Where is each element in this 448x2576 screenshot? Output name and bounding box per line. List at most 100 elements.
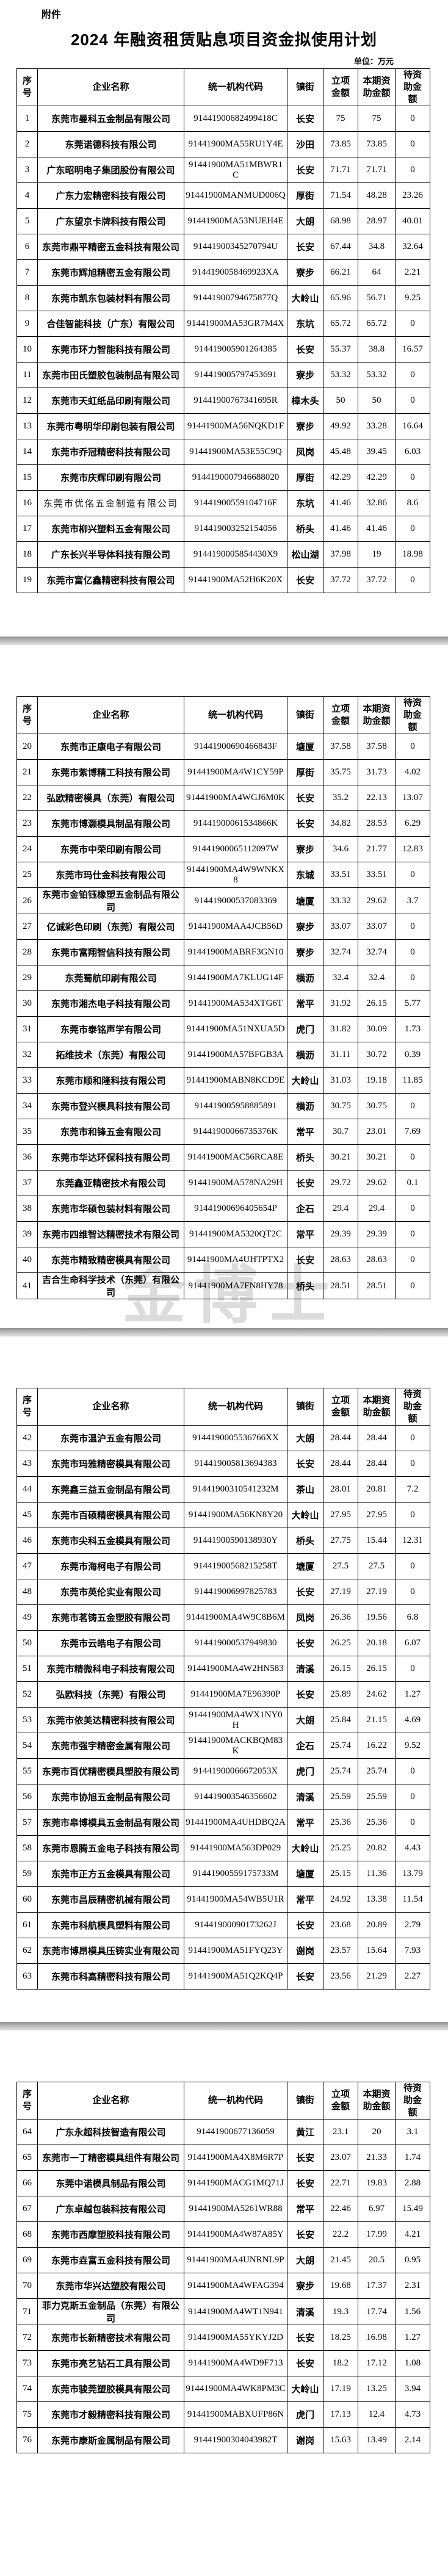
table-row: 41 吉合生命科学技术（东莞）有限公司 91441900MA7FN8HY78 桥头 28… <box>16 1272 430 1299</box>
table-row: 29 东莞蜀航印刷有限公司 91441900MA7KLUG14F 横沥 32.4 32.4… <box>16 965 430 991</box>
column-header: 待资助金额 <box>395 68 430 106</box>
cell-current-subsidy: 17.37 <box>358 2273 396 2299</box>
cell-current-subsidy: 30.09 <box>358 1016 396 1042</box>
unit-label: 单位：万元 <box>353 57 394 66</box>
cell-company-name: 东莞市依美达精密科技有限公司 <box>37 1707 184 1733</box>
cell-org-code: 91441900MA4WD9F713 <box>184 2350 287 2376</box>
cell-project-amount: 41.46 <box>323 490 358 516</box>
cell-pending-subsidy: 7.69 <box>395 1119 430 1145</box>
cell-pending-subsidy: 0 <box>395 1451 430 1477</box>
cell-index: 70 <box>16 2273 38 2299</box>
cell-org-code: 91441900MA7KLUG14F <box>184 965 287 991</box>
cell-project-amount: 18.2 <box>323 2350 358 2376</box>
cell-current-subsidy: 25.74 <box>358 1758 396 1784</box>
cell-org-code: 91441900MAC56RCA8E <box>184 1144 287 1171</box>
cell-index: 12 <box>16 388 38 414</box>
cell-org-code: 914419006997825783 <box>184 1579 287 1605</box>
table-row: 74 东莞市骏莞塑胶模具有限公司 91441900MA4WK8PM3C 大岭山 17.1… <box>16 2376 430 2402</box>
cell-project-amount: 27.95 <box>323 1502 358 1528</box>
cell-company-name: 东莞市富亿鑫精密科技有限公司 <box>37 567 184 593</box>
cell-project-amount: 25.74 <box>323 1758 358 1784</box>
cell-pending-subsidy: 3.94 <box>395 2376 430 2402</box>
cell-current-subsidy: 20.81 <box>358 1476 396 1503</box>
cell-company-name: 吉合生命科学技术（东莞）有限公司 <box>37 1272 184 1299</box>
cell-company-name: 东莞鑫亚精密技术有限公司 <box>37 1170 184 1196</box>
cell-company-name: 广东望京卡牌科技有限公司 <box>37 208 184 234</box>
cell-current-subsidy: 26.15 <box>358 1656 396 1682</box>
cell-town: 虎门 <box>287 1758 323 1784</box>
cell-project-amount: 71.54 <box>323 182 358 209</box>
cell-org-code: 91441900MACG1MQ71J <box>184 2170 287 2196</box>
table-row: 39 东莞市四维智达精密技术有限公司 91441900MA5320QT2C 常平 29.… <box>16 1221 430 1247</box>
table-row: 63 东莞市科高精密科技有限公司 91441900MA51Q2KQ4P 长安 23.56… <box>16 1963 430 1990</box>
table-row: 76 东莞市康斯金属制品有限公司 91441900304043982T 谢岗 15.63… <box>16 2427 430 2453</box>
cell-index: 55 <box>16 1758 38 1784</box>
cell-current-subsidy: 56.71 <box>358 285 396 311</box>
cell-current-subsidy: 13.49 <box>358 2427 396 2453</box>
table-row: 5 广东望京卡牌科技有限公司 91441900MA53NUEH4E 大朗 68.98 28… <box>16 208 430 234</box>
table-row: 15 东莞市庆辉印刷有限公司 9144190007946688020 厚街 42.29 4… <box>16 464 430 491</box>
cell-org-code: 91441900MANMUD006Q <box>184 182 287 209</box>
cell-company-name: 东莞市骏莞塑胶模具有限公司 <box>37 2376 184 2402</box>
cell-org-code: 91441900MA55YKYJ2D <box>184 2325 287 2351</box>
cell-pending-subsidy: 3.1 <box>395 2119 430 2145</box>
cell-project-amount: 71.71 <box>323 157 358 183</box>
cell-project-amount: 33.07 <box>323 914 358 940</box>
cell-company-name: 东莞市博灏模具制品有限公司 <box>37 810 184 837</box>
cell-project-amount: 21.45 <box>323 2247 358 2273</box>
cell-company-name: 东莞市顺和隆科技有限公司 <box>37 1067 184 1094</box>
cell-town: 樟木头 <box>287 388 323 414</box>
cell-pending-subsidy: 6.03 <box>395 439 430 465</box>
cell-org-code: 91441900MA5261WR88 <box>184 2196 287 2222</box>
cell-company-name: 广东卓越包装科技有限公司 <box>37 2196 184 2222</box>
cell-company-name: 东莞市精致精密模具有限公司 <box>37 1247 184 1273</box>
cell-project-amount: 27.19 <box>323 1579 358 1605</box>
cell-company-name: 弘欧科技（东莞）有限公司 <box>37 1681 184 1708</box>
cell-org-code: 914419005813694383 <box>184 1451 287 1477</box>
table-row: 56 东莞市协旭五金制品有限公司 914419003546356602 清溪 25.59… <box>16 1784 430 1810</box>
cell-town: 桥头 <box>287 1528 323 1554</box>
cell-current-subsidy: 17.74 <box>358 2298 396 2325</box>
cell-town: 长安 <box>287 106 323 132</box>
cell-company-name: 东莞市垚富五金科技有限公司 <box>37 2247 184 2273</box>
table-row: 25 东莞市玛仕金科技有限公司 91441900MA4W9WNKX8 东城 33.51 3… <box>16 862 430 888</box>
cell-current-subsidy: 73.85 <box>358 131 396 157</box>
cell-project-amount: 31.03 <box>323 1067 358 1094</box>
cell-company-name: 广东昭明电子集团股份有限公司 <box>37 157 184 183</box>
cell-index: 5 <box>16 208 38 234</box>
cell-pending-subsidy: 1.27 <box>395 1681 430 1708</box>
cell-project-amount: 27.5 <box>323 1553 358 1579</box>
cell-company-name: 东莞市天虹纸品印刷有限公司 <box>37 388 184 414</box>
cell-pending-subsidy: 0 <box>395 1579 430 1605</box>
cell-project-amount: 28.44 <box>323 1425 358 1451</box>
cell-pending-subsidy: 4.02 <box>395 759 430 785</box>
cell-pending-subsidy: 0 <box>395 1784 430 1810</box>
cell-index: 11 <box>16 362 38 388</box>
cell-index: 32 <box>16 1042 38 1068</box>
cell-current-subsidy: 33.51 <box>358 862 396 888</box>
cell-project-amount: 26.15 <box>323 1656 358 1682</box>
cell-current-subsidy: 24.62 <box>358 1681 396 1708</box>
cell-current-subsidy: 27.95 <box>358 1502 396 1528</box>
attachment-label: 附件 <box>42 10 62 20</box>
cell-company-name: 东莞市正康电子有限公司 <box>37 734 184 760</box>
cell-current-subsidy: 15.64 <box>358 1938 396 1964</box>
cell-town: 寮步 <box>287 914 323 940</box>
cell-index: 52 <box>16 1681 38 1708</box>
cell-current-subsidy: 30.75 <box>358 1093 396 1119</box>
table-row: 55 东莞市百优精密模具塑胶有限公司 91441900066672053X 虎门 25.… <box>16 1758 430 1784</box>
cell-org-code: 91441900MA53GR7M4X <box>184 311 287 337</box>
subsidy-table-page-3: 序号 企业名称 统一机构代码 镇街 立项金额 本期资助金额 待资助金额 42 东莞市温沪五金有限… <box>16 1388 430 1990</box>
subsidy-table-page-2: 序号 企业名称 统一机构代码 镇街 立项金额 本期资助金额 待资助金额 20 东莞市正康电子有限… <box>16 696 430 1299</box>
table-row: 34 东莞市登兴模具科技有限公司 914419005958885891 横沥 30.75… <box>16 1093 430 1119</box>
cell-current-subsidy: 20.5 <box>358 2247 396 2273</box>
cell-index: 17 <box>16 516 38 542</box>
column-header: 镇街 <box>287 1388 323 1426</box>
cell-project-amount: 55.37 <box>323 336 358 363</box>
cell-current-subsidy: 13.38 <box>358 1886 396 1913</box>
cell-index: 51 <box>16 1656 38 1682</box>
cell-company-name: 广东力宏精密科技有限公司 <box>37 182 184 209</box>
cell-org-code: 91441900066672053X <box>184 1758 287 1784</box>
cell-index: 60 <box>16 1886 38 1913</box>
